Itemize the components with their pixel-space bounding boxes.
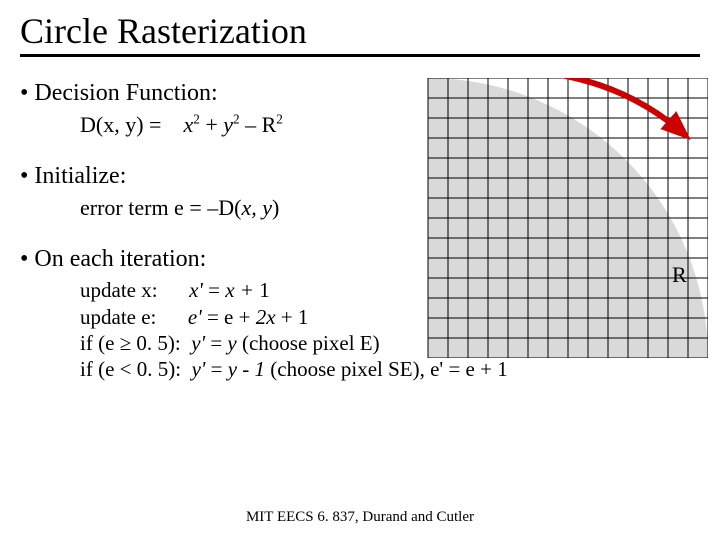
bullet-2-text: Initialize:: [34, 163, 126, 189]
init-lhs: error term e = –D(: [80, 195, 241, 220]
formula-lhs: D(x, y) =: [80, 112, 167, 137]
l4a: if (e < 0. 5):: [80, 357, 192, 381]
l2e: + 1: [276, 305, 309, 329]
l3a: if (e ≥ 0. 5):: [80, 331, 191, 355]
iter-line-4: if (e < 0. 5): y' = y - 1 (choose pixel …: [80, 356, 700, 382]
l1c: =: [208, 278, 225, 302]
l4d: y - 1: [228, 357, 271, 381]
l3e: (choose pixel E): [242, 331, 380, 355]
slide-title: Circle Rasterization: [20, 10, 700, 57]
sup-3: 2: [276, 112, 283, 127]
l3c: =: [210, 331, 227, 355]
bullet-1-text: Decision Function:: [34, 80, 217, 106]
l2a: update e:: [80, 305, 188, 329]
circle-grid-diagram: R: [388, 78, 708, 358]
formula-y: y: [223, 112, 233, 137]
l4c: =: [211, 357, 228, 381]
footer-text: MIT EECS 6. 837, Durand and Cutler: [0, 509, 720, 526]
formula-minus: – R: [240, 112, 277, 137]
init-rhs: ): [272, 195, 279, 220]
l1b: x': [189, 278, 208, 302]
l2d: 2x: [256, 305, 276, 329]
sup-2: 2: [233, 112, 240, 127]
l3d: y: [227, 331, 242, 355]
formula-x: x: [183, 112, 193, 137]
sup-1: 2: [193, 112, 200, 127]
formula-plus1: +: [200, 112, 223, 137]
svg-text:R: R: [672, 262, 687, 287]
l4e: (choose pixel SE), e' = e + 1: [270, 357, 507, 381]
bullet-3-text: On each iteration:: [34, 246, 206, 272]
l1e: 1: [259, 278, 270, 302]
l4b: y': [192, 357, 211, 381]
l1a: update x:: [80, 278, 189, 302]
l2b: e': [188, 305, 207, 329]
l1d: x +: [225, 278, 259, 302]
l3b: y': [191, 331, 210, 355]
init-xy: x, y: [241, 195, 272, 220]
l2c: = e +: [207, 305, 256, 329]
